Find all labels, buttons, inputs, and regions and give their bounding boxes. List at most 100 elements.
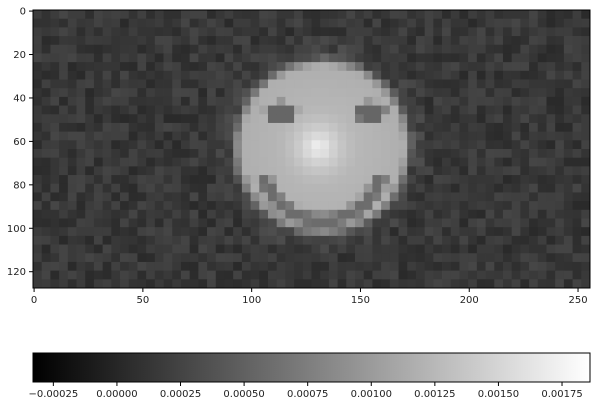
- heatmap-cell: [502, 18, 513, 28]
- heatmap-cell: [146, 96, 156, 106]
- heatmap-cell: [59, 270, 69, 280]
- heatmap-cell: [450, 253, 460, 263]
- heatmap-cell: [381, 140, 391, 150]
- heatmap-cell: [189, 96, 199, 106]
- heatmap-cell: [172, 10, 182, 20]
- heatmap-cell: [433, 183, 443, 193]
- heatmap-cell: [41, 62, 51, 72]
- heatmap-cell: [224, 36, 234, 46]
- heatmap-cell: [154, 44, 164, 54]
- heatmap-cell: [33, 279, 43, 289]
- heatmap-cell: [207, 27, 217, 37]
- heatmap-cell: [172, 218, 182, 228]
- heatmap-cell: [581, 36, 591, 46]
- heatmap-cell: [241, 157, 251, 167]
- heatmap-cell: [415, 44, 426, 54]
- heatmap-cell: [407, 18, 417, 28]
- heatmap-cell: [563, 62, 573, 72]
- heatmap-cell: [33, 18, 43, 28]
- heatmap-cell: [311, 36, 321, 46]
- heatmap-cell: [407, 261, 417, 272]
- heatmap-cell: [546, 279, 556, 289]
- heatmap-cell: [581, 140, 591, 150]
- heatmap-cell: [355, 201, 365, 211]
- heatmap-cell: [450, 166, 460, 176]
- heatmap-cell: [163, 157, 173, 167]
- heatmap-cell: [111, 235, 121, 245]
- heatmap-cell: [311, 279, 321, 289]
- heatmap-cell: [233, 218, 243, 228]
- heatmap-cell: [67, 279, 77, 289]
- heatmap-cell: [442, 157, 452, 167]
- heatmap-cell: [85, 105, 95, 115]
- heatmap-cell: [372, 122, 382, 133]
- heatmap-cell: [555, 27, 565, 37]
- heatmap-cell: [241, 18, 251, 28]
- heatmap-cell: [407, 114, 417, 124]
- heatmap-cell: [563, 18, 573, 28]
- heatmap-cell: [259, 227, 269, 237]
- heatmap-cell: [198, 96, 208, 106]
- heatmap-cell: [529, 114, 539, 124]
- heatmap-cell: [572, 279, 582, 289]
- heatmap-cell: [250, 105, 260, 115]
- heatmap-cell: [511, 192, 521, 202]
- heatmap-cell: [563, 209, 573, 219]
- heatmap-cell: [241, 131, 251, 141]
- heatmap-cell: [241, 122, 251, 133]
- heatmap-cell: [259, 114, 269, 124]
- heatmap-cell: [294, 88, 304, 98]
- heatmap-cell: [450, 149, 460, 159]
- heatmap-cell: [520, 157, 530, 167]
- heatmap-cell: [459, 261, 469, 272]
- heatmap-cell: [372, 36, 382, 46]
- heatmap-cell: [154, 157, 164, 167]
- heatmap-cell: [415, 166, 426, 176]
- heatmap-cell: [215, 114, 225, 124]
- heatmap-cell: [59, 131, 69, 141]
- heatmap-cell: [111, 131, 121, 141]
- heatmap-cell: [198, 79, 208, 89]
- heatmap-cell: [468, 70, 478, 80]
- heatmap-cell: [311, 166, 321, 176]
- heatmap-cell: [363, 270, 373, 280]
- heatmap-cell: [163, 244, 173, 254]
- heatmap-cell: [546, 140, 556, 150]
- heatmap-cell: [294, 218, 304, 228]
- heatmap-cell: [424, 36, 434, 46]
- heatmap-cell: [546, 253, 556, 263]
- heatmap-cell: [233, 79, 243, 89]
- heatmap-cell: [33, 235, 43, 245]
- heatmap-cell: [267, 79, 278, 89]
- heatmap-cell: [311, 201, 321, 211]
- heatmap-cell: [572, 183, 582, 193]
- heatmap-cell: [424, 131, 434, 141]
- heatmap-cell: [346, 96, 356, 106]
- heatmap-cell: [85, 175, 95, 185]
- heatmap-cell: [450, 131, 460, 141]
- heatmap-cell: [485, 36, 495, 46]
- heatmap-cell: [546, 192, 556, 202]
- heatmap-cell: [215, 244, 225, 254]
- heatmap-cell: [250, 253, 260, 263]
- heatmap-cell: [41, 261, 51, 272]
- heatmap-cell: [328, 27, 339, 37]
- heatmap-cell: [50, 166, 60, 176]
- heatmap-cell: [172, 261, 182, 272]
- heatmap-cell: [520, 79, 530, 89]
- heatmap-cell: [76, 122, 86, 133]
- heatmap-cell: [180, 157, 191, 167]
- heatmap-cell: [363, 157, 373, 167]
- heatmap-cell: [468, 96, 478, 106]
- heatmap-cell: [259, 96, 269, 106]
- heatmap-cell: [520, 244, 530, 254]
- x-tick-label: 50: [137, 295, 150, 306]
- heatmap-cell: [41, 149, 51, 159]
- heatmap-cell: [337, 270, 347, 280]
- heatmap-cell: [302, 70, 312, 80]
- heatmap-cell: [59, 53, 69, 63]
- heatmap-cell: [76, 279, 86, 289]
- heatmap-cell: [468, 44, 478, 54]
- heatmap-cell: [320, 209, 330, 219]
- heatmap-cell: [102, 36, 112, 46]
